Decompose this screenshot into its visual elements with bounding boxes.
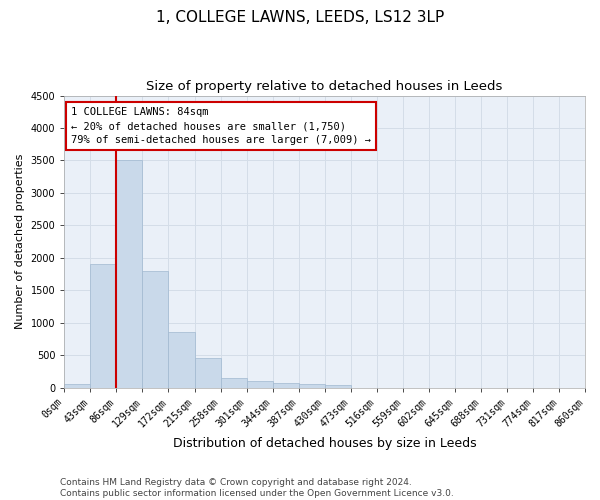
- Bar: [169, 332, 194, 388]
- Bar: [221, 378, 247, 388]
- Bar: [247, 381, 272, 388]
- Bar: [272, 383, 299, 388]
- Bar: [299, 384, 325, 388]
- X-axis label: Distribution of detached houses by size in Leeds: Distribution of detached houses by size …: [173, 437, 476, 450]
- Bar: [142, 271, 169, 388]
- Y-axis label: Number of detached properties: Number of detached properties: [15, 154, 25, 330]
- Bar: [64, 384, 91, 388]
- Bar: [116, 160, 142, 388]
- Text: 1 COLLEGE LAWNS: 84sqm
← 20% of detached houses are smaller (1,750)
79% of semi-: 1 COLLEGE LAWNS: 84sqm ← 20% of detached…: [71, 107, 371, 145]
- Title: Size of property relative to detached houses in Leeds: Size of property relative to detached ho…: [146, 80, 503, 93]
- Bar: [194, 358, 221, 388]
- Text: Contains HM Land Registry data © Crown copyright and database right 2024.
Contai: Contains HM Land Registry data © Crown c…: [60, 478, 454, 498]
- Bar: [91, 264, 116, 388]
- Bar: [325, 385, 350, 388]
- Text: 1, COLLEGE LAWNS, LEEDS, LS12 3LP: 1, COLLEGE LAWNS, LEEDS, LS12 3LP: [156, 10, 444, 25]
